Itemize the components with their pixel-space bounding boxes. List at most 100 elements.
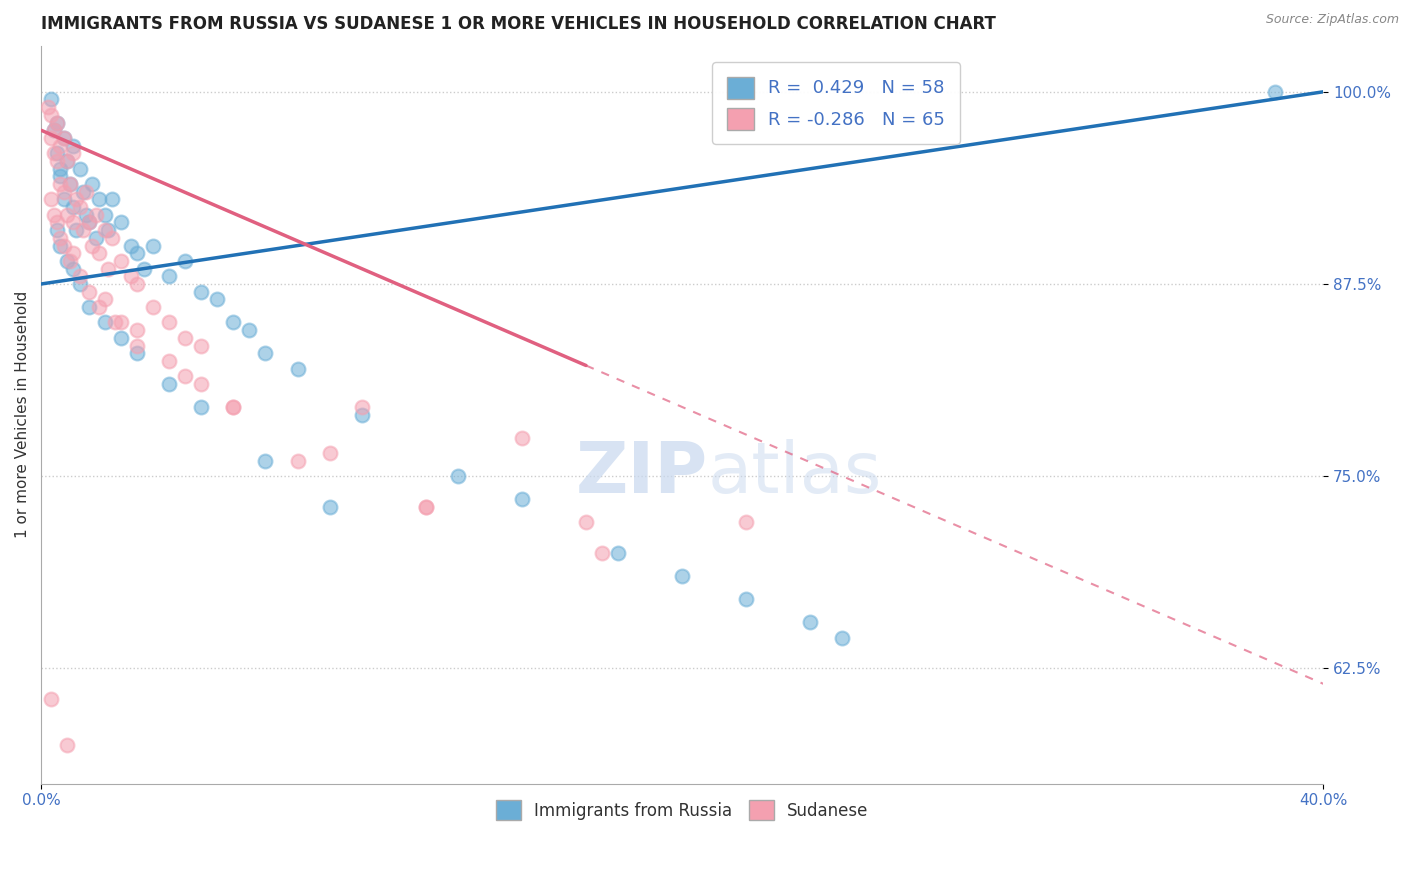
- Point: [77, 215, 100, 229]
- Point: [110, 331, 132, 345]
- Point: [52, 185, 75, 199]
- Point: [157, 376, 180, 391]
- Point: [94, 293, 117, 307]
- Point: [174, 369, 197, 384]
- Point: [127, 346, 149, 360]
- Point: [110, 215, 132, 229]
- Point: [62, 215, 84, 229]
- Point: [42, 146, 65, 161]
- Point: [49, 161, 72, 176]
- Point: [174, 331, 197, 345]
- Point: [190, 285, 212, 299]
- Point: [591, 546, 613, 560]
- Point: [287, 454, 309, 468]
- Point: [94, 315, 117, 329]
- Text: ZIP: ZIP: [575, 439, 707, 508]
- Point: [110, 254, 132, 268]
- Point: [62, 146, 84, 161]
- Point: [575, 516, 598, 530]
- Point: [127, 246, 149, 260]
- Point: [157, 315, 180, 329]
- Point: [510, 492, 533, 507]
- Point: [46, 115, 69, 129]
- Point: [52, 131, 75, 145]
- Point: [72, 185, 94, 199]
- Point: [447, 469, 470, 483]
- Point: [157, 269, 180, 284]
- Point: [350, 408, 373, 422]
- Point: [87, 246, 110, 260]
- Point: [510, 431, 533, 445]
- Point: [46, 215, 69, 229]
- Point: [142, 238, 165, 252]
- Point: [55, 208, 77, 222]
- Point: [207, 293, 229, 307]
- Point: [87, 300, 110, 314]
- Point: [37, 100, 59, 114]
- Y-axis label: 1 or more Vehicles in Household: 1 or more Vehicles in Household: [15, 291, 30, 539]
- Point: [69, 277, 91, 291]
- Point: [287, 361, 309, 376]
- Point: [120, 269, 142, 284]
- Point: [415, 500, 437, 514]
- Point: [100, 193, 122, 207]
- Point: [59, 254, 82, 268]
- Point: [1264, 85, 1286, 99]
- Point: [69, 269, 91, 284]
- Point: [222, 315, 245, 329]
- Point: [49, 238, 72, 252]
- Point: [97, 261, 120, 276]
- Point: [415, 500, 437, 514]
- Point: [222, 400, 245, 414]
- Point: [39, 108, 62, 122]
- Point: [59, 177, 82, 191]
- Point: [84, 208, 107, 222]
- Point: [831, 631, 853, 645]
- Point: [174, 254, 197, 268]
- Text: IMMIGRANTS FROM RUSSIA VS SUDANESE 1 OR MORE VEHICLES IN HOUSEHOLD CORRELATION C: IMMIGRANTS FROM RUSSIA VS SUDANESE 1 OR …: [41, 15, 995, 33]
- Point: [52, 238, 75, 252]
- Point: [120, 238, 142, 252]
- Point: [104, 315, 127, 329]
- Point: [39, 131, 62, 145]
- Point: [55, 739, 77, 753]
- Point: [39, 93, 62, 107]
- Point: [77, 215, 100, 229]
- Point: [222, 400, 245, 414]
- Point: [238, 323, 260, 337]
- Point: [49, 231, 72, 245]
- Point: [69, 200, 91, 214]
- Point: [72, 223, 94, 237]
- Point: [87, 193, 110, 207]
- Point: [62, 138, 84, 153]
- Point: [42, 123, 65, 137]
- Point: [799, 615, 821, 630]
- Point: [42, 208, 65, 222]
- Point: [127, 277, 149, 291]
- Point: [127, 338, 149, 352]
- Point: [62, 246, 84, 260]
- Point: [254, 346, 277, 360]
- Point: [69, 161, 91, 176]
- Point: [254, 454, 277, 468]
- Point: [52, 131, 75, 145]
- Point: [59, 177, 82, 191]
- Point: [46, 115, 69, 129]
- Point: [49, 177, 72, 191]
- Point: [97, 223, 120, 237]
- Point: [42, 123, 65, 137]
- Point: [110, 315, 132, 329]
- Point: [49, 138, 72, 153]
- Point: [55, 153, 77, 168]
- Text: Source: ZipAtlas.com: Source: ZipAtlas.com: [1265, 13, 1399, 27]
- Point: [62, 261, 84, 276]
- Point: [52, 193, 75, 207]
- Point: [190, 376, 212, 391]
- Point: [735, 592, 758, 607]
- Point: [46, 223, 69, 237]
- Point: [84, 231, 107, 245]
- Point: [127, 323, 149, 337]
- Point: [39, 193, 62, 207]
- Point: [65, 223, 87, 237]
- Point: [318, 500, 340, 514]
